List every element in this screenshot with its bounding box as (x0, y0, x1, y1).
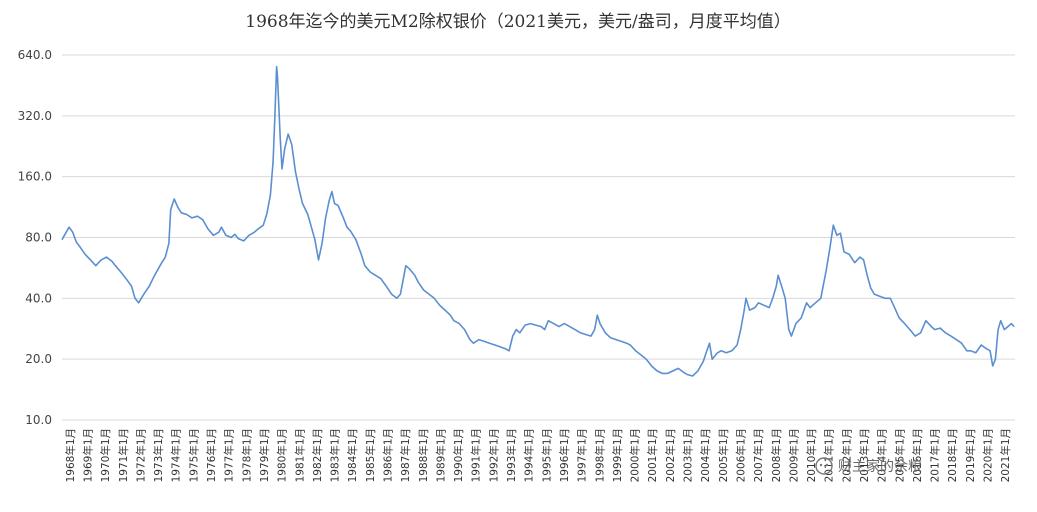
x-tick-label: 1986年1月 (381, 428, 394, 482)
x-tick-label: 1993年1月 (505, 428, 518, 482)
x-tick-label: 1990年1月 (452, 428, 465, 482)
x-tick-label: 1974年1月 (170, 428, 183, 482)
x-tick-label: 2014年1月 (876, 428, 889, 482)
x-tick-label: 1981年1月 (293, 428, 306, 482)
series-layer (61, 65, 1015, 377)
x-tick-label: 1972年1月 (134, 428, 147, 482)
x-tick-label: 1992年1月 (487, 428, 500, 482)
x-tick-label: 2005年1月 (717, 428, 730, 482)
x-tick-label: 1989年1月 (434, 428, 447, 482)
x-tick-label: 2013年1月 (858, 428, 871, 482)
x-tick-label: 1982年1月 (311, 428, 324, 482)
x-tick-label: 2006年1月 (734, 428, 747, 482)
chat-bubble-dot-icon (819, 463, 823, 467)
y-tick-label: 40.0 (25, 291, 52, 305)
x-tick-label: 2021年1月 (999, 428, 1012, 482)
x-tick-label: 1976年1月 (205, 428, 218, 482)
x-tick-label: 2002年1月 (664, 428, 677, 482)
x-tick-label: 1984年1月 (346, 428, 359, 482)
y-tick-label: 320.0 (18, 109, 52, 123)
x-tick-label: 2001年1月 (646, 428, 659, 482)
x-tick-label: 2000年1月 (629, 428, 642, 482)
grid-lines (62, 54, 1015, 421)
x-tick-label: 2019年1月 (964, 428, 977, 482)
y-tick-label: 10.0 (25, 413, 52, 427)
x-tick-label: 1985年1月 (364, 428, 377, 482)
series-line (61, 65, 1015, 377)
x-tick-label: 1968年1月 (64, 428, 77, 482)
x-tick-label: 2012年1月 (840, 428, 853, 482)
y-axis-ticks: 640.0 320.0 160.0 80.0 40.0 20.0 10.0 (18, 48, 52, 427)
x-tick-label: 1999年1月 (611, 428, 624, 482)
y-tick-label: 20.0 (25, 352, 52, 366)
x-tick-label: 2017年1月 (929, 428, 942, 482)
x-tick-label: 1991年1月 (470, 428, 483, 482)
x-tick-label: 1997年1月 (576, 428, 589, 482)
x-tick-label: 1988年1月 (417, 428, 430, 482)
x-tick-label: 2010年1月 (805, 428, 818, 482)
x-tick-label: 1979年1月 (258, 428, 271, 482)
x-tick-label: 1978年1月 (240, 428, 253, 482)
x-tick-label: 2004年1月 (699, 428, 712, 482)
x-tick-label: 2015年1月 (893, 428, 906, 482)
y-tick-label: 80.0 (25, 231, 52, 245)
watermark: 财主家的余粮 (815, 457, 922, 475)
x-tick-label: 2020年1月 (982, 428, 995, 482)
chart-title: 1968年迄今的美元M2除权银价（2021美元，美元/盎司，月度平均值） (245, 12, 790, 32)
x-tick-label: 1996年1月 (558, 428, 571, 482)
x-tick-label: 1969年1月 (81, 428, 94, 482)
x-tick-label: 2009年1月 (787, 428, 800, 482)
x-tick-label: 2007年1月 (752, 428, 765, 482)
x-tick-label: 1995年1月 (540, 428, 553, 482)
x-tick-label: 1977年1月 (223, 428, 236, 482)
x-tick-label: 1970年1月 (99, 428, 112, 482)
x-tick-label: 1983年1月 (329, 428, 342, 482)
watermark-text: 财主家的余粮 (838, 458, 922, 475)
x-tick-label: 1987年1月 (399, 428, 412, 482)
chat-bubble-dot-icon (825, 463, 829, 467)
x-tick-label: 1971年1月 (117, 428, 130, 482)
x-tick-label: 2003年1月 (682, 428, 695, 482)
x-tick-label: 2018年1月 (946, 428, 959, 482)
x-tick-label: 1994年1月 (523, 428, 536, 482)
x-axis-ticks: 1968年1月 1969年1月 1970年1月 1971年1月 1972年1月 1973年… (64, 428, 1012, 482)
x-tick-label: 2008年1月 (770, 428, 783, 482)
x-tick-label: 1980年1月 (276, 428, 289, 482)
chat-bubble-icon (815, 457, 833, 475)
x-tick-label: 2016年1月 (911, 428, 924, 482)
x-tick-label: 1998年1月 (593, 428, 606, 482)
y-tick-label: 160.0 (18, 170, 52, 184)
x-tick-label: 1973年1月 (152, 428, 165, 482)
x-tick-label: 1975年1月 (187, 428, 200, 482)
x-tick-label: 2011年1月 (823, 428, 836, 482)
y-tick-label: 640.0 (18, 48, 52, 62)
